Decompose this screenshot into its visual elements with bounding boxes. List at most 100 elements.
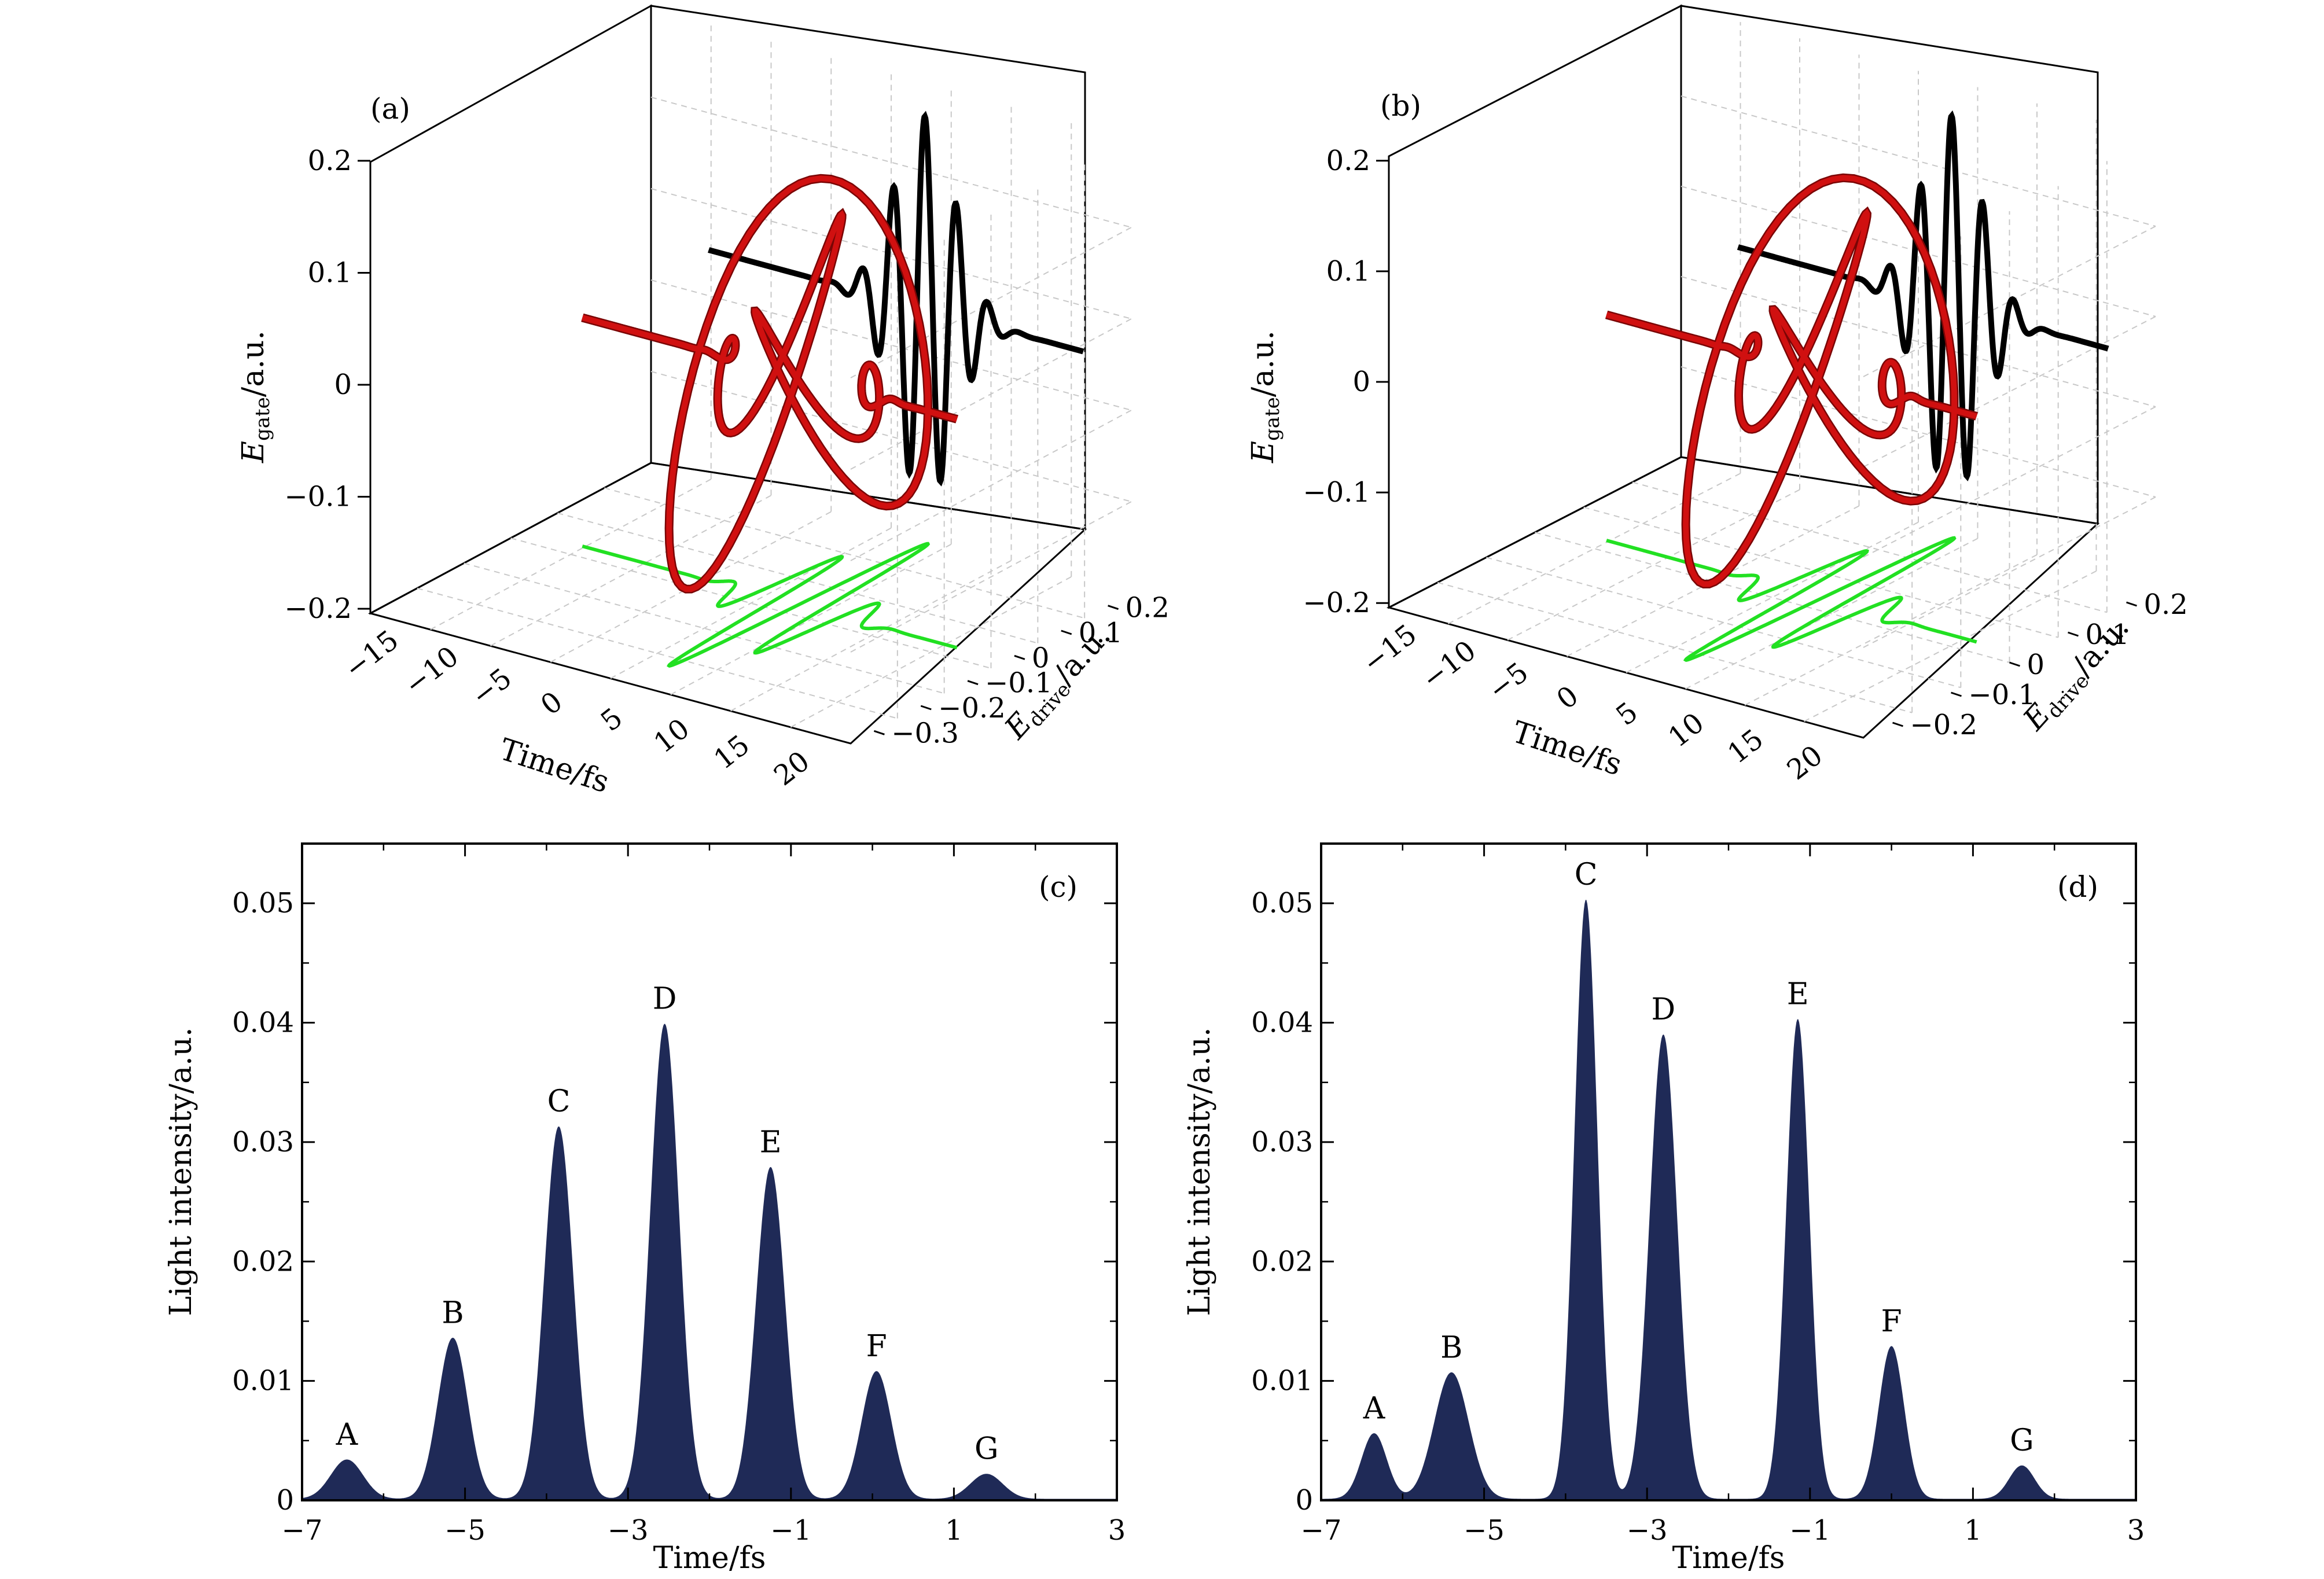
- intensity-area: [1321, 900, 2136, 1500]
- y-tick: [920, 705, 932, 711]
- y-tick-label: 0.2: [2144, 588, 2188, 621]
- x-tick-label: 10: [1663, 706, 1711, 754]
- y-tick-label: 0.01: [232, 1365, 294, 1397]
- panel-b-zlabel: Egate/a.u.: [1246, 330, 1284, 463]
- peak-label-e: E: [760, 1125, 782, 1160]
- floor-projection-curve: [582, 542, 958, 668]
- y-tick-label: 0: [2027, 649, 2045, 681]
- peak-label-d: D: [653, 982, 677, 1017]
- panel-d-ylabel: Light intensity/a.u.: [1182, 1027, 1217, 1316]
- y-tick-label: 0.1: [1079, 617, 1123, 649]
- grid-line: [790, 576, 1072, 728]
- grid-line: [1567, 505, 1859, 657]
- y-tick: [1108, 605, 1119, 610]
- y-tick: [2126, 601, 2137, 607]
- y-tick: [1892, 722, 1903, 727]
- z-tick-label: 0.1: [1326, 255, 1370, 288]
- z-tick-label: −0.2: [284, 592, 352, 625]
- grid-line: [430, 479, 712, 631]
- y-tick-label: −0.3: [891, 717, 959, 749]
- panel-b-ticks: −0.2−0.100.10.2−15−10 −5 0 5 10 15 20−0.2−0.10…: [1303, 145, 2187, 786]
- floor-projection-curve: [1606, 536, 1977, 662]
- y-tick: [2068, 631, 2079, 637]
- grid-line: [1486, 557, 1961, 689]
- y-tick-label: 0.1: [2086, 619, 2130, 651]
- grid-line: [1626, 521, 1919, 673]
- y-tick-label: 0.04: [1251, 1007, 1313, 1039]
- z-tick-label: 0.2: [1326, 145, 1370, 177]
- x-tick-label: −7: [1301, 1514, 1342, 1547]
- x-tick-label: 10: [648, 712, 696, 760]
- z-tick-label: 0: [1352, 366, 1370, 398]
- panel-a-back-wall: [369, 4, 652, 615]
- y-tick: [1951, 691, 1962, 697]
- panel-c-label: (c): [1039, 870, 1078, 904]
- wall-projection-curve: [708, 111, 1084, 487]
- y-tick-label: 0.02: [232, 1245, 294, 1278]
- y-tick: [1014, 654, 1025, 660]
- y-tick-label: 0.01: [1251, 1365, 1313, 1397]
- peak-label-e: E: [1787, 977, 1809, 1011]
- grid-line: [850, 501, 1132, 653]
- grid-line: [730, 560, 1012, 712]
- x-tick-label: 5: [595, 701, 629, 738]
- x-tick-label: 3: [1108, 1514, 1126, 1547]
- peak-label-f: F: [1881, 1304, 1902, 1339]
- y-tick-label: 0.2: [1126, 592, 1170, 624]
- y-tick: [967, 680, 979, 686]
- z-tick-label: 0.1: [308, 256, 352, 289]
- x-tick-label: −1: [770, 1514, 811, 1547]
- panel-b-label: (b): [1380, 89, 1421, 123]
- z-tick-label: 0.2: [308, 145, 352, 177]
- panel-d-peak-labels: A B C D E F G: [1363, 857, 2034, 1458]
- y-tick-label: −0.1: [985, 667, 1053, 700]
- y-tick-label: 0.05: [232, 887, 294, 919]
- peak-label-g: G: [975, 1432, 999, 1467]
- peak-label-a: A: [336, 1418, 359, 1452]
- grid-line: [1507, 489, 1800, 641]
- y-tick: [1061, 630, 1072, 635]
- y-tick-label: 0.03: [1251, 1126, 1313, 1158]
- x-tick-label: 15: [708, 728, 756, 776]
- panel-c-ticks: −7 −5 −3 −1 1 3 0 0.01 0.02 0.03 0.04 0.05: [232, 844, 1126, 1547]
- z-tick-label: −0.1: [284, 481, 352, 513]
- z-tick-label: −0.1: [1303, 476, 1370, 509]
- panel-c-frame: [301, 842, 1118, 1501]
- panel-c-ylabel: Light intensity/a.u.: [164, 1027, 198, 1316]
- y-tick-label: 0: [1032, 642, 1050, 674]
- peak-label-d: D: [1652, 992, 1676, 1027]
- x-tick-label: −5: [1463, 1514, 1505, 1547]
- peak-label-b: B: [442, 1295, 464, 1330]
- x-tick-label: 20: [1781, 739, 1829, 786]
- x-tick-label: −5: [1482, 656, 1534, 707]
- panel-c-xlabel: Time/fs: [653, 1541, 766, 1576]
- peak-label-a: A: [1363, 1392, 1386, 1426]
- x-tick-label: 3: [2127, 1514, 2145, 1547]
- x-tick-label: −15: [339, 624, 405, 685]
- y-tick: [2009, 661, 2020, 667]
- panel-a-side-wall: [650, 5, 1086, 531]
- panel-d-plot-area: [1321, 900, 2136, 1500]
- y-tick-label: 0.03: [232, 1126, 294, 1158]
- panel-d-ticks: −7 −5 −3 −1 1 3 0 0.01 0.02 0.03 0.04 0.05: [1251, 844, 2145, 1547]
- panel-a-xlabel: Time/fs: [495, 732, 613, 800]
- x-tick-label: −10: [1416, 634, 1482, 695]
- panel-a-ticks: −0.2−0.100.10.2−15−10 −5 0 5 10 15 20−0.3−0.2−…: [284, 145, 1169, 792]
- panel-b-back-wall: [1388, 4, 1682, 609]
- x-tick-label: 1: [945, 1514, 963, 1547]
- wall-projection-curve: [1737, 110, 2109, 481]
- x-tick-label: −5: [444, 1514, 486, 1547]
- peak-label-c: C: [1575, 857, 1598, 892]
- grid-line: [610, 527, 892, 679]
- x-tick-label: 20: [768, 745, 816, 792]
- panel-b-xlabel: Time/fs: [1508, 715, 1626, 782]
- panel-a-zlabel: Egate/a.u.: [236, 330, 274, 463]
- trajectory-curve: [581, 175, 958, 592]
- x-tick-label: 15: [1722, 723, 1770, 770]
- intensity-area: [302, 1024, 1117, 1500]
- peak-label-g: G: [2010, 1423, 2034, 1458]
- panel-a-curves: [581, 111, 1084, 668]
- grid-line: [1583, 506, 2058, 638]
- grid-line: [1681, 186, 2156, 317]
